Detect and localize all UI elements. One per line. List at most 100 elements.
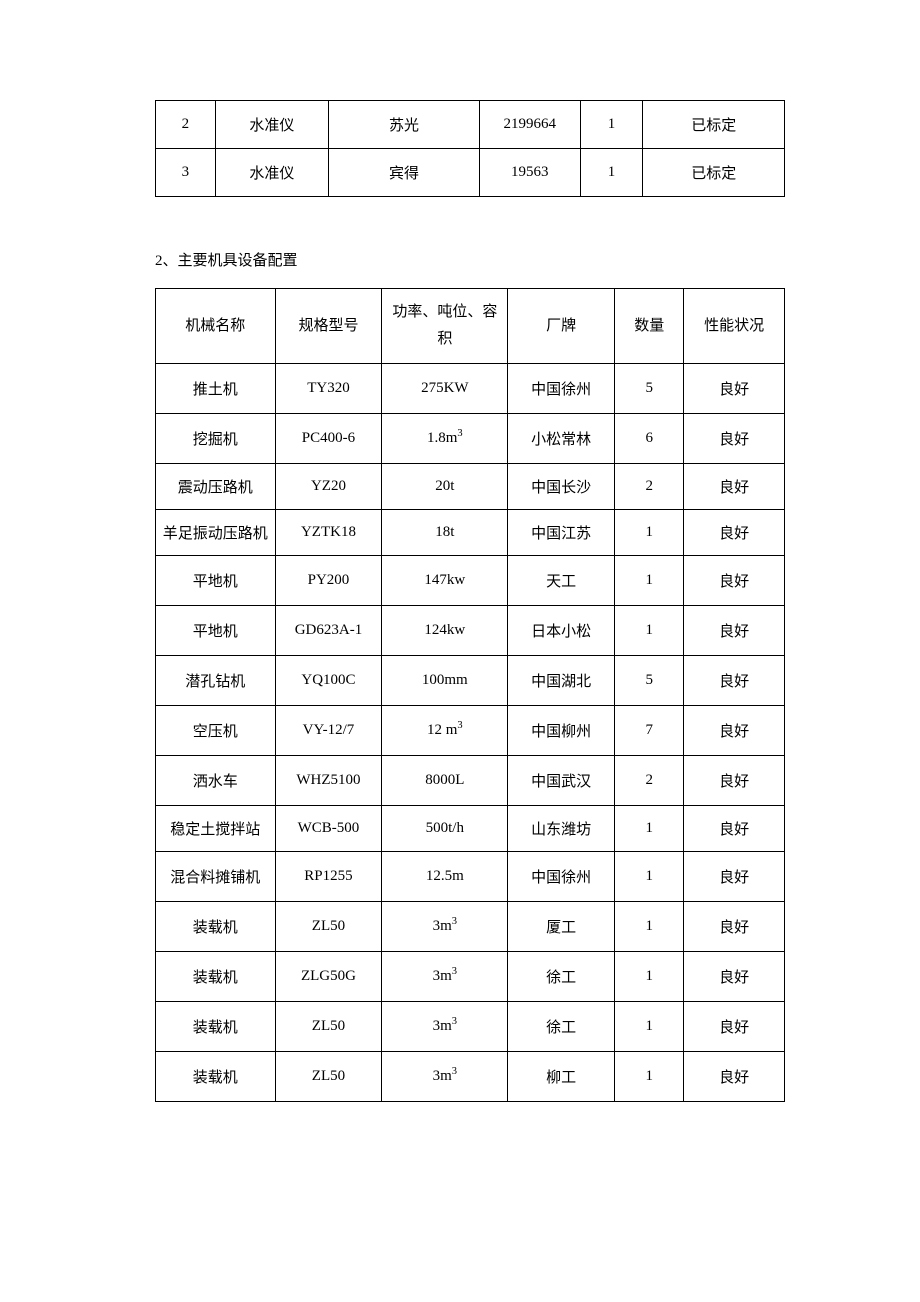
table-cell: ZL50: [275, 1052, 382, 1102]
table-cell: 平地机: [156, 556, 276, 606]
table-row: 挖掘机PC400-61.8m3小松常林6良好: [156, 414, 785, 464]
col-model: 规格型号: [275, 289, 382, 364]
table-cell: YQ100C: [275, 656, 382, 706]
table-cell: 6: [615, 414, 684, 464]
table-cell: 5: [615, 364, 684, 414]
table-cell: 推土机: [156, 364, 276, 414]
table-cell: 良好: [684, 852, 785, 902]
cell-index: 3: [156, 149, 216, 197]
table-row: 装载机ZL503m3柳工1良好: [156, 1052, 785, 1102]
cell-index: 2: [156, 101, 216, 149]
table-cell: 装载机: [156, 1052, 276, 1102]
instrument-table-body: 2 水准仪 苏光 2199664 1 已标定 3 水准仪 宾得 19563 1 …: [156, 101, 785, 197]
table-cell: 空压机: [156, 706, 276, 756]
table-cell: 20t: [382, 464, 508, 510]
table-cell: 良好: [684, 606, 785, 656]
table-cell: ZL50: [275, 902, 382, 952]
table-cell: 5: [615, 656, 684, 706]
table-cell: 良好: [684, 1052, 785, 1102]
table-cell: GD623A-1: [275, 606, 382, 656]
table-row: 稳定土搅拌站WCB-500500t/h山东潍坊1良好: [156, 806, 785, 852]
table-cell: 挖掘机: [156, 414, 276, 464]
table-cell: 中国江苏: [508, 510, 615, 556]
cell-brand: 宾得: [328, 149, 479, 197]
table-cell: 良好: [684, 464, 785, 510]
table-cell: 8000L: [382, 756, 508, 806]
table-cell: 1: [615, 606, 684, 656]
section-heading: 2、主要机具设备配置: [155, 249, 785, 270]
table-cell: 3m3: [382, 952, 508, 1002]
table-cell: 中国湖北: [508, 656, 615, 706]
table-row: 3 水准仪 宾得 19563 1 已标定: [156, 149, 785, 197]
table-row: 震动压路机YZ2020t中国长沙2良好: [156, 464, 785, 510]
table-cell: 1.8m3: [382, 414, 508, 464]
cell-instrument: 水准仪: [215, 101, 328, 149]
table-cell: TY320: [275, 364, 382, 414]
instrument-table: 2 水准仪 苏光 2199664 1 已标定 3 水准仪 宾得 19563 1 …: [155, 100, 785, 197]
cell-brand: 苏光: [328, 101, 479, 149]
col-power: 功率、吨位、容积: [382, 289, 508, 364]
table-cell: 500t/h: [382, 806, 508, 852]
table-cell: VY-12/7: [275, 706, 382, 756]
table-cell: 1: [615, 852, 684, 902]
cell-status: 已标定: [643, 149, 785, 197]
table-cell: ZLG50G: [275, 952, 382, 1002]
table-cell: 良好: [684, 556, 785, 606]
table-cell: 1: [615, 510, 684, 556]
table-row: 2 水准仪 苏光 2199664 1 已标定: [156, 101, 785, 149]
table-cell: 2: [615, 756, 684, 806]
table-cell: 日本小松: [508, 606, 615, 656]
table-row: 洒水车WHZ51008000L中国武汉2良好: [156, 756, 785, 806]
table-row: 平地机PY200147kw天工1良好: [156, 556, 785, 606]
table-cell: 装载机: [156, 1002, 276, 1052]
table-cell: 平地机: [156, 606, 276, 656]
col-quantity: 数量: [615, 289, 684, 364]
table-cell: 良好: [684, 510, 785, 556]
table-cell: 混合料摊铺机: [156, 852, 276, 902]
table-cell: 小松常林: [508, 414, 615, 464]
table-cell: 1: [615, 952, 684, 1002]
table-cell: 良好: [684, 364, 785, 414]
table-cell: 124kw: [382, 606, 508, 656]
table-cell: 1: [615, 902, 684, 952]
table-cell: 中国徐州: [508, 364, 615, 414]
table-cell: 中国柳州: [508, 706, 615, 756]
table-row: 推土机TY320275KW中国徐州5良好: [156, 364, 785, 414]
table-cell: 良好: [684, 656, 785, 706]
table-cell: 良好: [684, 902, 785, 952]
table-row: 空压机VY-12/712 m3中国柳州7良好: [156, 706, 785, 756]
equipment-table-head: 机械名称 规格型号 功率、吨位、容积 厂牌 数量 性能状况: [156, 289, 785, 364]
table-cell: 12.5m: [382, 852, 508, 902]
table-cell: ZL50: [275, 1002, 382, 1052]
table-cell: 震动压路机: [156, 464, 276, 510]
cell-serial: 2199664: [479, 101, 580, 149]
table-cell: 稳定土搅拌站: [156, 806, 276, 852]
col-condition: 性能状况: [684, 289, 785, 364]
table-cell: 良好: [684, 414, 785, 464]
table-cell: 275KW: [382, 364, 508, 414]
cell-qty: 1: [580, 101, 643, 149]
cell-serial: 19563: [479, 149, 580, 197]
table-cell: 装载机: [156, 902, 276, 952]
table-row: 平地机GD623A-1124kw日本小松1良好: [156, 606, 785, 656]
table-cell: 良好: [684, 756, 785, 806]
table-cell: 3m3: [382, 1052, 508, 1102]
table-cell: RP1255: [275, 852, 382, 902]
equipment-table-body: 推土机TY320275KW中国徐州5良好挖掘机PC400-61.8m3小松常林6…: [156, 364, 785, 1102]
table-cell: 羊足振动压路机: [156, 510, 276, 556]
table-cell: 中国武汉: [508, 756, 615, 806]
table-cell: PC400-6: [275, 414, 382, 464]
table-cell: 山东潍坊: [508, 806, 615, 852]
table-cell: 1: [615, 556, 684, 606]
cell-status: 已标定: [643, 101, 785, 149]
table-cell: 良好: [684, 806, 785, 852]
table-cell: 徐工: [508, 952, 615, 1002]
table-cell: 中国长沙: [508, 464, 615, 510]
table-cell: YZ20: [275, 464, 382, 510]
col-manufacturer: 厂牌: [508, 289, 615, 364]
table-row: 装载机ZLG50G3m3徐工1良好: [156, 952, 785, 1002]
cell-qty: 1: [580, 149, 643, 197]
table-cell: 良好: [684, 1002, 785, 1052]
table-cell: 徐工: [508, 1002, 615, 1052]
table-cell: 良好: [684, 952, 785, 1002]
